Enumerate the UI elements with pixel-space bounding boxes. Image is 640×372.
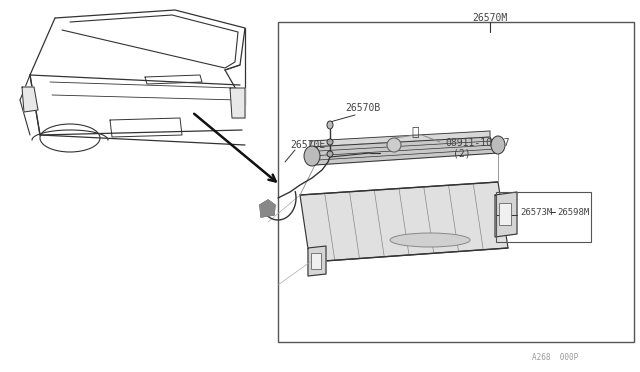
Polygon shape: [495, 192, 517, 237]
Circle shape: [327, 139, 333, 145]
Polygon shape: [308, 246, 326, 276]
Ellipse shape: [304, 146, 320, 166]
Polygon shape: [300, 182, 508, 262]
Polygon shape: [22, 87, 38, 112]
Ellipse shape: [491, 136, 505, 154]
Polygon shape: [310, 131, 490, 147]
Bar: [278, 22, 634, 342]
Circle shape: [327, 151, 333, 157]
Text: A268  000P: A268 000P: [532, 353, 578, 362]
Text: (2): (2): [453, 148, 470, 158]
Bar: [311, 253, 321, 269]
Text: 08911-10537: 08911-10537: [445, 138, 509, 148]
Circle shape: [387, 138, 401, 152]
Bar: [496, 192, 591, 242]
Ellipse shape: [390, 233, 470, 247]
Text: Ⓝ: Ⓝ: [412, 125, 419, 138]
Polygon shape: [230, 88, 245, 118]
Ellipse shape: [327, 121, 333, 129]
Text: 26570B: 26570B: [345, 103, 380, 113]
Text: 26570M: 26570M: [472, 13, 508, 23]
Text: 26573M: 26573M: [520, 208, 552, 217]
Polygon shape: [310, 137, 498, 165]
Bar: [499, 203, 511, 225]
Polygon shape: [260, 200, 275, 217]
Text: 26570E: 26570E: [290, 140, 325, 150]
Text: 26598M: 26598M: [557, 208, 589, 217]
